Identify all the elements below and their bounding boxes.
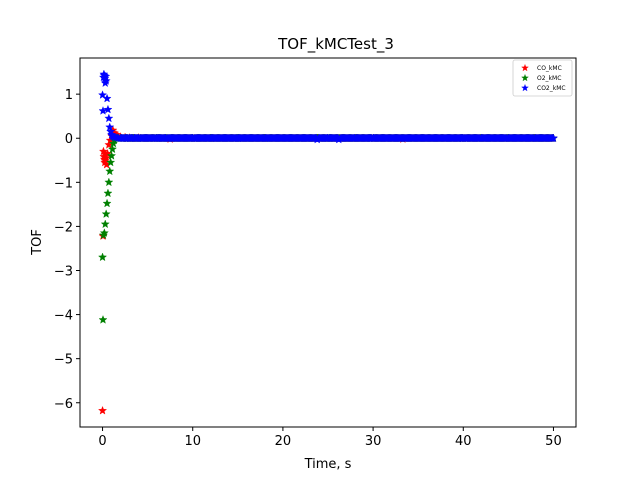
data-point (334, 134, 344, 144)
y-tick-label: −4 (54, 309, 73, 324)
series-CO2_kMC (98, 69, 558, 144)
y-tick-label: −5 (54, 353, 73, 368)
data-point (206, 133, 216, 143)
data-point (503, 133, 513, 143)
data-point (170, 133, 180, 143)
y-tick-label: −6 (54, 397, 73, 412)
legend-label: CO_kMC (537, 65, 562, 72)
data-point (102, 198, 112, 208)
data-point (143, 133, 153, 143)
x-tick-label: 0 (98, 434, 106, 449)
legend-marker (521, 73, 529, 82)
x-tick-label: 10 (184, 434, 201, 449)
legend-marker (521, 83, 529, 92)
y-axis-label: TOF (30, 229, 45, 256)
legend-marker (521, 63, 529, 72)
data-point (101, 76, 111, 85)
data-point (530, 133, 540, 143)
data-point (278, 133, 288, 143)
data-point (386, 133, 396, 143)
data-point (107, 144, 117, 154)
data-point (103, 104, 113, 114)
chart-title: TOF_kMCTest_3 (277, 35, 394, 54)
y-tick-label: −3 (54, 264, 73, 279)
data-point (134, 133, 144, 143)
x-tick-label: 20 (275, 434, 292, 449)
x-tick-label: 30 (365, 434, 382, 449)
plot-area (98, 69, 558, 415)
y-tick-label: −2 (54, 220, 73, 235)
data-point (105, 122, 115, 132)
data-point (458, 133, 468, 143)
x-axis-label: Time, s (304, 457, 352, 472)
y-axis: −6 −5 −4 −3 −2 −1 0 1 (54, 88, 80, 412)
data-point (476, 133, 486, 143)
data-point (350, 133, 360, 143)
y-tick-label: 0 (65, 132, 73, 147)
x-axis: 0 10 20 30 40 50 (98, 427, 562, 449)
data-point (98, 252, 108, 262)
data-point (106, 157, 116, 167)
x-tick-label: 40 (455, 434, 472, 449)
data-point (152, 133, 162, 143)
legend: CO_kMC O2_kMC CO2_kMC (512, 59, 573, 97)
data-point (104, 113, 114, 123)
data-point (413, 133, 423, 143)
x-tick-label: 50 (545, 434, 562, 449)
data-point (107, 151, 117, 160)
data-point (368, 133, 378, 143)
y-tick-label: −1 (54, 176, 73, 191)
data-point (100, 219, 110, 229)
data-point (188, 133, 198, 143)
data-point (102, 93, 112, 103)
data-point (440, 133, 450, 143)
data-point (260, 133, 270, 143)
data-point (103, 188, 113, 198)
plot-frame (79, 57, 577, 428)
data-point (161, 133, 171, 143)
data-point (98, 106, 108, 115)
legend-label: O2_kMC (537, 75, 561, 82)
legend-label: CO2_kMC (537, 85, 566, 92)
data-point (548, 133, 558, 143)
data-point (98, 90, 108, 99)
series-O2_kMC (98, 133, 558, 324)
y-tick-label: 1 (65, 88, 73, 103)
data-point (98, 405, 108, 415)
data-point (101, 209, 111, 218)
data-point (98, 315, 108, 324)
data-point (233, 133, 243, 143)
data-point (312, 134, 322, 144)
data-point (104, 177, 114, 187)
data-point (99, 228, 109, 237)
data-point (323, 133, 333, 143)
series-CO_kMC (98, 125, 558, 415)
data-point (105, 166, 115, 176)
